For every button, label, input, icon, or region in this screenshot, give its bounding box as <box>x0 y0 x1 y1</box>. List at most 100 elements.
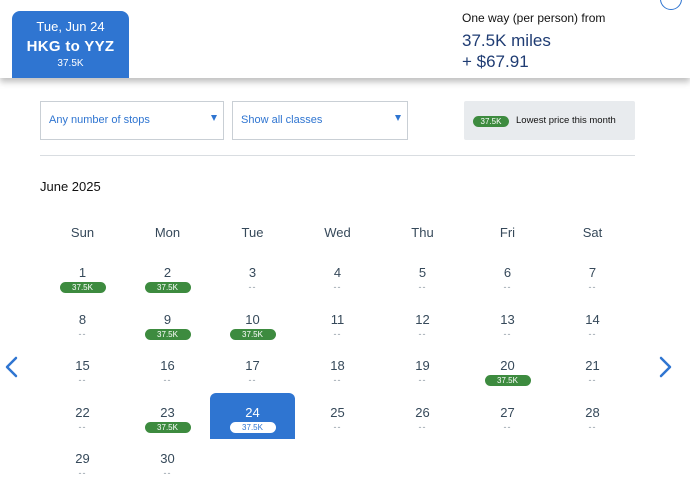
divider <box>40 155 635 156</box>
day-number: 6 <box>503 265 512 280</box>
day-cell-10[interactable]: 10 37.5K <box>210 304 295 350</box>
day-number: 8 <box>78 311 87 327</box>
day-cell-1[interactable]: 1 37.5K <box>40 257 125 303</box>
no-price-indicator: -- <box>588 421 597 432</box>
price-badge: 37.5K <box>229 328 276 340</box>
day-cell-9[interactable]: 9 37.5K <box>125 304 210 350</box>
weekday-thu: Thu <box>411 225 434 240</box>
no-price-indicator: -- <box>418 328 427 339</box>
day-cell-23[interactable]: 23 37.5K <box>125 397 210 443</box>
weekday-sat: Sat <box>582 225 603 240</box>
day-cell-20[interactable]: 20 37.5K <box>465 350 550 396</box>
day-number: 1 <box>78 265 87 280</box>
no-price-indicator: -- <box>78 375 87 386</box>
no-price-indicator: -- <box>333 282 342 292</box>
day-number: 19 <box>415 358 430 374</box>
weekday-tue: Tue <box>241 225 264 240</box>
day-cell-17[interactable]: 17 -- <box>210 350 295 396</box>
day-number: 24 <box>245 404 260 420</box>
day-number: 17 <box>245 358 260 374</box>
no-price-indicator: -- <box>78 328 87 339</box>
day-cell-22[interactable]: 22 -- <box>40 397 125 443</box>
day-cell-4[interactable]: 4 -- <box>295 257 380 303</box>
no-price-indicator: -- <box>248 375 257 386</box>
legend-price-badge: 37.5K <box>473 116 509 127</box>
day-cell-30[interactable]: 30 -- <box>125 443 210 489</box>
day-cell-5[interactable]: 5 -- <box>380 257 465 303</box>
day-number: 25 <box>330 404 345 420</box>
day-number: 26 <box>415 404 430 420</box>
price-summary: One way (per person) from 37.5K miles + … <box>462 11 605 73</box>
day-number: 29 <box>75 451 90 467</box>
day-cell-8[interactable]: 8 -- <box>40 304 125 350</box>
day-number: 3 <box>248 265 257 280</box>
day-cell-24[interactable]: 24 37.5K <box>210 392 295 439</box>
day-cell-19[interactable]: 19 -- <box>380 350 465 396</box>
no-price-indicator: -- <box>248 282 257 292</box>
price-fee: + $67.91 <box>462 52 529 71</box>
day-cell-3[interactable]: 3 -- <box>210 257 295 303</box>
stops-select[interactable]: Any number of stops <box>40 101 224 140</box>
day-number: 11 <box>330 311 345 327</box>
price-badge: 37.5K <box>144 328 191 340</box>
day-number: 13 <box>500 311 515 327</box>
no-price-indicator: -- <box>588 328 597 339</box>
day-number: 9 <box>163 311 172 327</box>
stops-select-value: Any number of stops <box>49 114 150 126</box>
day-cell-27[interactable]: 27 -- <box>465 397 550 443</box>
no-price-indicator: -- <box>333 375 342 386</box>
day-cell-25[interactable]: 25 -- <box>295 397 380 443</box>
no-price-indicator: -- <box>78 421 87 432</box>
price-badge: 37.5K <box>484 375 531 387</box>
day-number: 5 <box>418 265 427 280</box>
day-number: 27 <box>500 404 515 420</box>
lowest-price-legend: 37.5K Lowest price this month <box>464 101 635 140</box>
day-number: 21 <box>585 358 600 374</box>
day-cell-18[interactable]: 18 -- <box>295 350 380 396</box>
no-price-indicator: -- <box>333 328 342 339</box>
day-cell-21[interactable]: 21 -- <box>550 350 635 396</box>
caret-down-icon <box>395 115 401 121</box>
price-badge: 37.5K <box>144 282 191 293</box>
price-badge: 37.5K <box>229 421 276 433</box>
day-cell-2[interactable]: 2 37.5K <box>125 257 210 303</box>
route-label: HKG to YYZ <box>26 38 115 55</box>
no-price-indicator: -- <box>503 421 512 432</box>
selected-date: Tue, Jun 24 <box>36 19 105 34</box>
day-number: 4 <box>333 265 342 280</box>
no-price-indicator: -- <box>78 468 87 479</box>
selected-date-tab[interactable]: Tue, Jun 24 HKG to YYZ 37.5K <box>12 11 129 78</box>
day-number: 23 <box>160 404 175 420</box>
day-cell-29[interactable]: 29 -- <box>40 443 125 489</box>
day-cell-13[interactable]: 13 -- <box>465 304 550 350</box>
day-cell-15[interactable]: 15 -- <box>40 350 125 396</box>
day-cell-7[interactable]: 7 -- <box>550 257 635 303</box>
chevron-left-icon[interactable] <box>2 355 22 379</box>
price-label: One way (per person) from <box>462 11 606 25</box>
results-header: Tue, Jun 24 HKG to YYZ 37.5K One way (pe… <box>0 0 690 78</box>
no-price-indicator: -- <box>418 282 427 292</box>
no-price-indicator: -- <box>503 328 512 339</box>
day-cell-6[interactable]: 6 -- <box>465 257 550 303</box>
day-number: 7 <box>588 265 597 280</box>
day-cell-16[interactable]: 16 -- <box>125 350 210 396</box>
selected-miles: 37.5K <box>57 58 84 69</box>
day-number: 22 <box>75 404 90 420</box>
no-price-indicator: -- <box>588 282 597 292</box>
day-cell-14[interactable]: 14 -- <box>550 304 635 350</box>
price-miles: 37.5K miles <box>462 31 551 50</box>
weekday-sun: Sun <box>70 225 95 240</box>
day-number: 2 <box>163 265 172 280</box>
day-cell-11[interactable]: 11 -- <box>295 304 380 350</box>
day-cell-26[interactable]: 26 -- <box>380 397 465 443</box>
chevron-right-icon[interactable] <box>655 355 675 379</box>
no-price-indicator: -- <box>163 375 172 386</box>
day-cell-28[interactable]: 28 -- <box>550 397 635 443</box>
classes-select[interactable]: Show all classes <box>232 101 408 140</box>
day-cell-12[interactable]: 12 -- <box>380 304 465 350</box>
weekday-wed: Wed <box>324 225 351 240</box>
day-number: 15 <box>75 358 90 374</box>
info-icon[interactable] <box>660 0 682 10</box>
weekday-fri: Fri <box>499 225 516 240</box>
no-price-indicator: -- <box>418 375 427 386</box>
